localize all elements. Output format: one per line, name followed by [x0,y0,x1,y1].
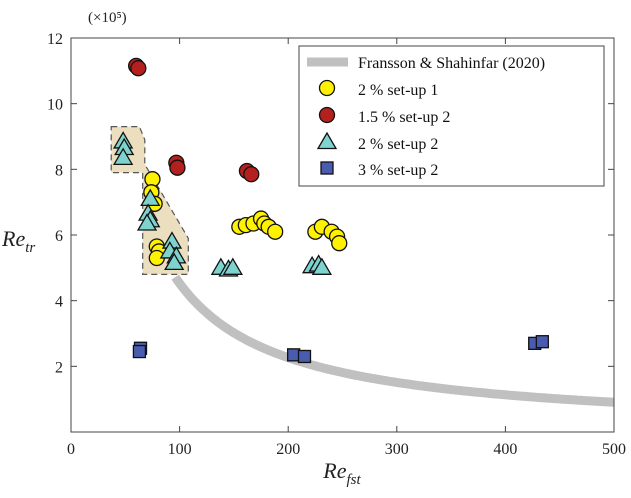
data-point-series-3 [222,257,243,275]
x-tick-label: 200 [276,441,300,458]
legend-label-series-4: 3 % set-up 2 [358,162,438,179]
x-tick-label: 0 [67,441,75,458]
x-tick-label: 100 [168,441,192,458]
data-point-series-1 [267,223,284,240]
data-point-series-3 [112,147,134,165]
data-point-series-1 [331,235,348,252]
x-tick-label: 300 [385,441,409,458]
data-point-series-4 [535,335,549,349]
y-axis-label: Retr [1,226,35,256]
x-axis-label: Refst [322,458,361,488]
data-point-series-3 [311,257,332,275]
data-point-series-2 [130,60,147,77]
y-tick-label: 8 [55,162,63,179]
x-tick-label: 400 [493,441,517,458]
data-point-series-4 [297,349,312,364]
data-point-series-4 [286,348,301,362]
y-multiplier-label: (×10⁵) [88,10,127,26]
legend-label-series-1: 2 % set-up 1 [358,82,438,99]
y-tick-label: 12 [47,31,63,48]
data-point-series-2 [243,166,260,183]
data-point-series-2 [169,159,186,176]
legend-label-reference-curve: Fransson & Shahinfar (2020) [358,55,545,72]
data-point-series-3 [164,252,185,271]
data-point-series-4 [132,344,147,359]
data-point-series-3 [136,213,158,231]
legend-label-series-3: 2 % set-up 2 [358,136,438,153]
data-point-series-3 [140,188,161,207]
legend-label-series-2: 1.5 % set-up 2 [358,109,450,126]
legend-marker-series-3 [316,131,338,150]
y-tick-label: 4 [55,294,63,311]
legend-marker-series-2 [318,106,336,124]
legend-box [298,45,605,187]
x-tick-label: 500 [602,441,626,458]
legend: Fransson & Shahinfar (2020) 2 % set-up 1… [298,45,605,187]
y-tick-label: 6 [55,228,63,245]
legend-marker-series-4 [320,161,334,175]
y-tick-label: 2 [55,359,63,376]
y-tick-label: 10 [47,97,63,114]
legend-marker-series-1 [318,79,336,97]
reference-curve [171,274,614,407]
